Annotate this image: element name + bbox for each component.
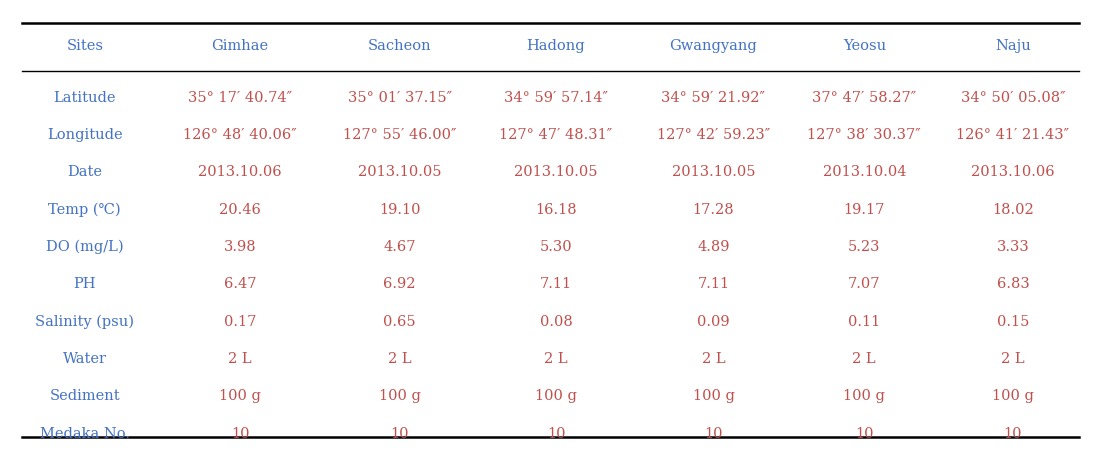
Text: 100 g: 100 g [379, 389, 421, 403]
Text: 17.28: 17.28 [693, 203, 734, 217]
Text: Gwangyang: Gwangyang [669, 40, 757, 53]
Text: 4.67: 4.67 [383, 240, 416, 254]
Text: 16.18: 16.18 [535, 203, 577, 217]
Text: 2 L: 2 L [388, 352, 412, 366]
Text: 10: 10 [547, 427, 565, 440]
Text: 2013.10.05: 2013.10.05 [358, 166, 442, 179]
Text: Water: Water [63, 352, 107, 366]
Text: Temp (℃): Temp (℃) [48, 202, 121, 217]
Text: 10: 10 [231, 427, 249, 440]
Text: Longitude: Longitude [47, 128, 122, 142]
Text: Salinity (psu): Salinity (psu) [35, 314, 134, 329]
Text: Latitude: Latitude [54, 91, 116, 105]
Text: 0.09: 0.09 [697, 315, 730, 329]
Text: PH: PH [74, 278, 96, 291]
Text: 10: 10 [705, 427, 722, 440]
Text: 7.07: 7.07 [848, 278, 881, 291]
Text: 2013.10.06: 2013.10.06 [198, 166, 282, 179]
Text: 37° 47′ 58.27″: 37° 47′ 58.27″ [813, 91, 916, 105]
Text: Date: Date [67, 166, 102, 179]
Text: 18.02: 18.02 [992, 203, 1034, 217]
Text: Yeosu: Yeosu [842, 40, 886, 53]
Text: 2 L: 2 L [701, 352, 726, 366]
Text: Gimhae: Gimhae [211, 40, 269, 53]
Text: 127° 55′ 46.00″: 127° 55′ 46.00″ [342, 128, 457, 142]
Text: 7.11: 7.11 [697, 278, 730, 291]
Text: 127° 38′ 30.37″: 127° 38′ 30.37″ [807, 128, 922, 142]
Text: 10: 10 [391, 427, 408, 440]
Text: 126° 41′ 21.43″: 126° 41′ 21.43″ [957, 128, 1069, 142]
Text: 0.11: 0.11 [848, 315, 881, 329]
Text: 5.30: 5.30 [539, 240, 573, 254]
Text: 6.47: 6.47 [224, 278, 257, 291]
Text: 126° 48′ 40.06″: 126° 48′ 40.06″ [183, 128, 297, 142]
Text: 127° 47′ 48.31″: 127° 47′ 48.31″ [500, 128, 612, 142]
Text: 35° 17′ 40.74″: 35° 17′ 40.74″ [188, 91, 292, 105]
Text: 0.17: 0.17 [224, 315, 257, 329]
Text: 100 g: 100 g [535, 389, 577, 403]
Text: Medaka No.: Medaka No. [40, 427, 130, 440]
Text: Sediment: Sediment [50, 389, 120, 403]
Text: 19.17: 19.17 [843, 203, 885, 217]
Text: 6.83: 6.83 [996, 278, 1029, 291]
Text: 0.15: 0.15 [996, 315, 1029, 329]
Text: 0.65: 0.65 [383, 315, 416, 329]
Text: 10: 10 [1004, 427, 1022, 440]
Text: 3.98: 3.98 [224, 240, 257, 254]
Text: 34° 59′ 57.14″: 34° 59′ 57.14″ [504, 91, 608, 105]
Text: 7.11: 7.11 [539, 278, 573, 291]
Text: Sacheon: Sacheon [368, 40, 432, 53]
Text: 2013.10.06: 2013.10.06 [971, 166, 1055, 179]
Text: 3.33: 3.33 [996, 240, 1029, 254]
Text: 34° 50′ 05.08″: 34° 50′ 05.08″ [960, 91, 1066, 105]
Text: 35° 01′ 37.15″: 35° 01′ 37.15″ [348, 91, 451, 105]
Text: 4.89: 4.89 [697, 240, 730, 254]
Text: 2013.10.04: 2013.10.04 [822, 166, 906, 179]
Text: 10: 10 [855, 427, 873, 440]
Text: Naju: Naju [995, 40, 1031, 53]
Text: 100 g: 100 g [693, 389, 734, 403]
Text: 5.23: 5.23 [848, 240, 881, 254]
Text: 6.92: 6.92 [383, 278, 416, 291]
Text: Sites: Sites [66, 40, 103, 53]
Text: 2013.10.05: 2013.10.05 [672, 166, 755, 179]
Text: 100 g: 100 g [992, 389, 1034, 403]
Text: 100 g: 100 g [843, 389, 885, 403]
Text: 2 L: 2 L [544, 352, 568, 366]
Text: 34° 59′ 21.92″: 34° 59′ 21.92″ [662, 91, 765, 105]
Text: Hadong: Hadong [526, 40, 586, 53]
Text: 20.46: 20.46 [219, 203, 261, 217]
Text: 100 g: 100 g [219, 389, 261, 403]
Text: 2013.10.05: 2013.10.05 [514, 166, 598, 179]
Text: 127° 42′ 59.23″: 127° 42′ 59.23″ [657, 128, 770, 142]
Text: DO (mg/L): DO (mg/L) [46, 240, 123, 254]
Text: 2 L: 2 L [228, 352, 252, 366]
Text: 2 L: 2 L [1001, 352, 1025, 366]
Text: 2 L: 2 L [852, 352, 876, 366]
Text: 0.08: 0.08 [539, 315, 573, 329]
Text: 19.10: 19.10 [379, 203, 421, 217]
